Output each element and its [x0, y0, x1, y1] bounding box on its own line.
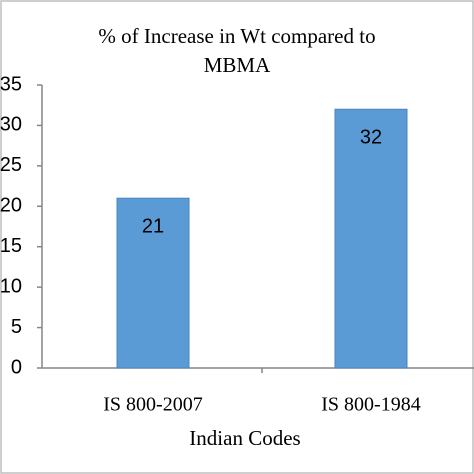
- bar: [116, 197, 190, 369]
- data-label: 21: [142, 215, 164, 237]
- x-tick-label: IS 800-2007: [103, 394, 202, 416]
- data-label: 32: [360, 127, 382, 149]
- y-tick-label: 5: [11, 316, 22, 338]
- y-tick-label: 0: [11, 356, 22, 378]
- y-tick-label: 35: [0, 73, 22, 95]
- y-tick-label: 25: [0, 154, 22, 176]
- y-tick-label: 10: [0, 275, 22, 297]
- y-tick-label: 20: [0, 195, 22, 217]
- y-tick-label: 30: [0, 114, 22, 136]
- chart-title: % of Increase in Wt compared to MBMA: [98, 24, 376, 77]
- x-tick-label: IS 800-1984: [321, 394, 420, 416]
- x-axis-title: Indian Codes: [189, 426, 300, 450]
- y-tick-label: 15: [0, 235, 22, 257]
- bar: [334, 108, 408, 369]
